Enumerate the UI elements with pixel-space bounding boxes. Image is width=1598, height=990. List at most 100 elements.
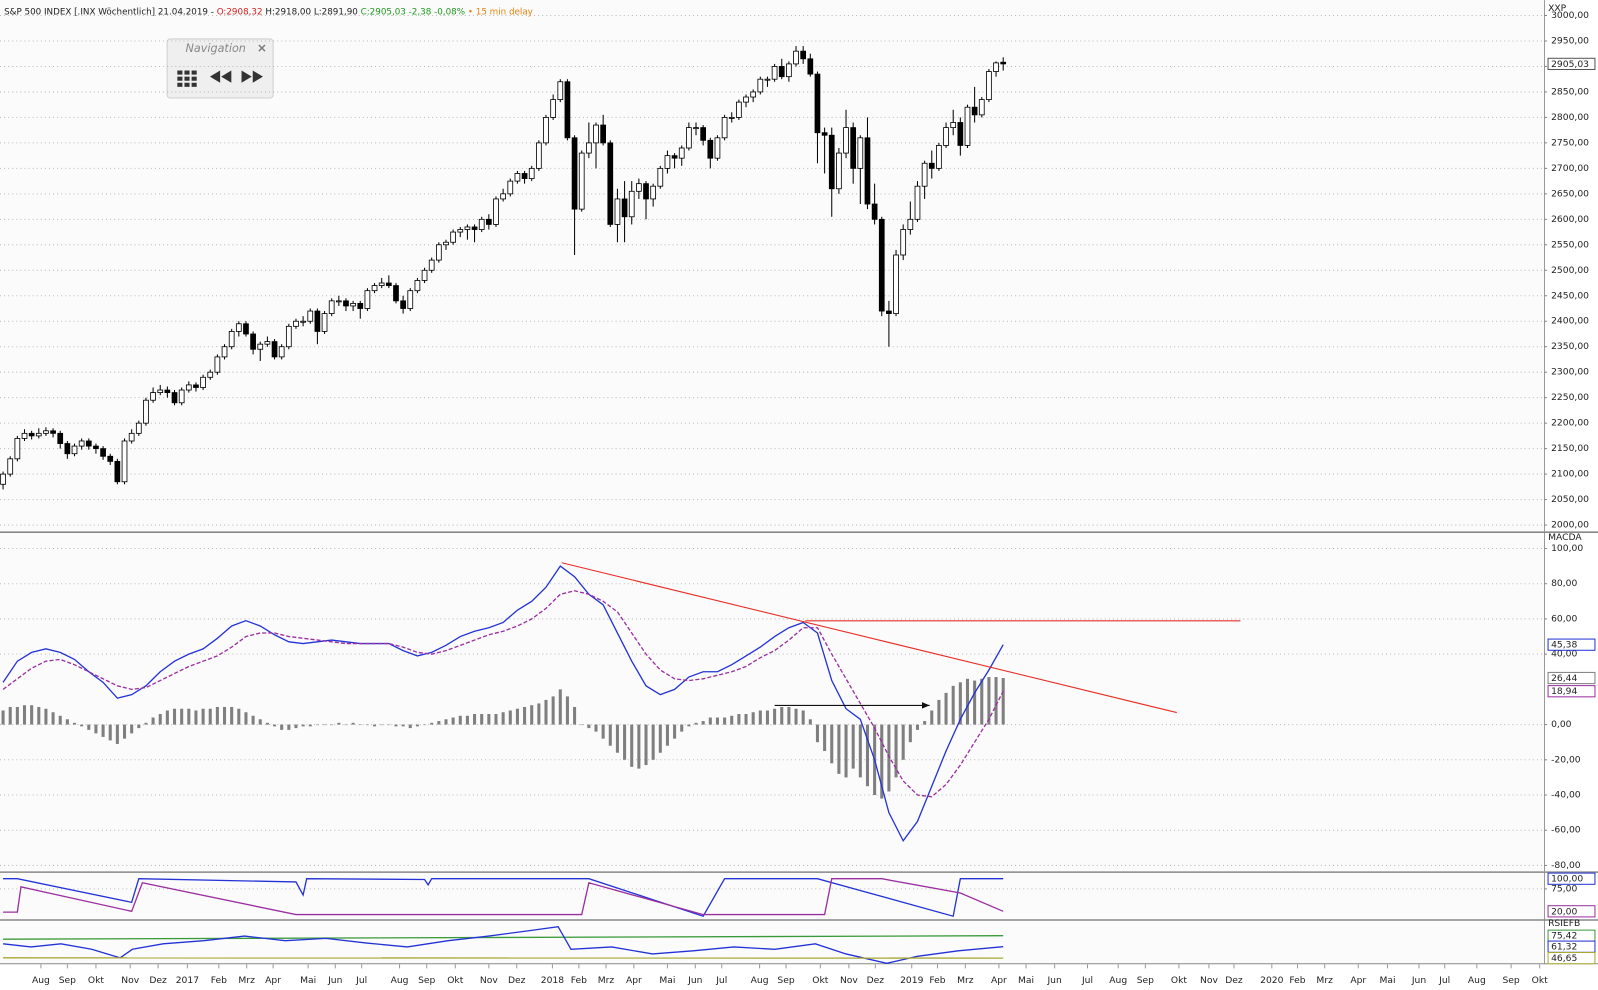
x-tick-label: Apr — [991, 975, 1007, 986]
candle-body — [857, 137, 864, 169]
rewind-icon[interactable] — [209, 70, 232, 83]
last-value-box — [1547, 952, 1596, 965]
histogram-bar — [487, 714, 491, 725]
histogram-bar — [765, 710, 769, 725]
header-part: O:2908,32 — [217, 7, 263, 17]
histogram-bar — [115, 724, 119, 744]
candle-body — [14, 438, 21, 460]
candle-body — [414, 280, 421, 292]
histogram-bar — [901, 724, 905, 760]
candle-body — [57, 432, 64, 444]
grid-icon[interactable] — [177, 70, 197, 87]
y-tick-label: 2950,00 — [1551, 35, 1589, 46]
histogram-bar — [644, 724, 648, 766]
candle-body — [400, 300, 406, 309]
candle-body — [514, 173, 521, 182]
x-tick-label: Jul — [1438, 975, 1450, 986]
histogram-bar — [437, 721, 441, 725]
y-tick-label: 2400,00 — [1551, 316, 1589, 327]
histogram-bar — [594, 724, 598, 732]
candle-body — [886, 310, 892, 315]
candle-body — [207, 371, 214, 378]
histogram-bar — [823, 724, 827, 751]
trend-line — [561, 562, 1177, 714]
x-tick-label: 2017 — [176, 975, 199, 986]
x-tick-label: Aug — [1468, 975, 1486, 986]
histogram-bar — [608, 724, 612, 746]
candle-body — [100, 448, 106, 457]
histogram-bar — [158, 714, 162, 725]
histogram-bar — [694, 722, 698, 725]
histogram-bar — [865, 724, 869, 787]
last-value-label: 75,42 — [1551, 931, 1577, 942]
candle-body — [235, 323, 242, 332]
histogram-bar — [887, 724, 891, 792]
histogram-bar — [8, 706, 12, 725]
histogram-bar — [358, 724, 362, 726]
header-part: H:2918,00 L:2891,90 — [263, 7, 361, 17]
histogram-bar — [237, 708, 241, 725]
candle-body — [607, 142, 614, 225]
x-tick-label: Jun — [1046, 975, 1062, 986]
y-tick-label: 2150,00 — [1551, 443, 1589, 454]
forward-icon[interactable] — [241, 70, 263, 83]
x-tick-label: Jul — [715, 975, 727, 986]
candle-body — [71, 445, 78, 455]
indicator-line — [3, 935, 1004, 940]
candle-body — [93, 445, 99, 450]
last-value-box — [1547, 57, 1596, 71]
y-tick-label: 100,00 — [1551, 543, 1583, 554]
candle-body — [964, 106, 971, 146]
candle-body — [307, 310, 314, 322]
candle-body — [643, 183, 649, 200]
navigation-close[interactable] — [258, 44, 266, 52]
histogram-bar — [544, 699, 548, 725]
histogram-bar — [351, 722, 355, 725]
candle-body — [650, 185, 657, 200]
indicator-line — [2, 925, 1004, 964]
last-value-label: 45,38 — [1551, 640, 1577, 651]
histogram-bar — [958, 682, 962, 725]
histogram-bar — [144, 722, 148, 725]
candle-body — [264, 341, 271, 345]
histogram-bar — [30, 705, 34, 725]
navigation-panel[interactable]: Navigation — [166, 38, 274, 99]
last-value-label: 18,94 — [1551, 686, 1577, 697]
histogram-bar — [194, 710, 198, 725]
x-tick-label: Apr — [265, 975, 281, 986]
candle-body — [843, 127, 849, 154]
candle-body — [636, 183, 642, 192]
candle-body — [678, 147, 685, 159]
x-tick-label: Aug — [32, 975, 50, 986]
candle-body — [614, 198, 621, 225]
y-tick-label: 2450,00 — [1551, 290, 1589, 301]
x-tick-label: Jun — [327, 975, 343, 986]
candle-body — [171, 392, 178, 404]
candle-body — [114, 460, 121, 483]
x-tick-label: Feb — [211, 975, 227, 986]
candle-body — [43, 430, 49, 434]
histogram-bar — [301, 724, 305, 727]
candle-body — [764, 78, 771, 81]
candle-body — [736, 101, 742, 118]
candle-body — [250, 333, 256, 350]
candle-body — [64, 443, 71, 455]
histogram-bar — [137, 724, 141, 729]
candle-body — [278, 346, 285, 358]
histogram-bar — [715, 717, 719, 725]
candle-body — [578, 152, 585, 210]
candle-body — [621, 198, 628, 218]
candle-body — [543, 117, 549, 144]
histogram-bar — [858, 724, 862, 778]
candle-body — [907, 218, 914, 230]
histogram-bar — [208, 708, 212, 725]
candle-body — [836, 152, 842, 190]
candle-body — [771, 66, 778, 80]
histogram-bar — [337, 722, 341, 725]
candle-body — [971, 106, 978, 116]
histogram-bar — [172, 708, 177, 725]
histogram-bar — [794, 708, 798, 725]
candle-body — [686, 127, 692, 149]
candle-body — [821, 132, 828, 136]
histogram-bar — [751, 712, 755, 725]
